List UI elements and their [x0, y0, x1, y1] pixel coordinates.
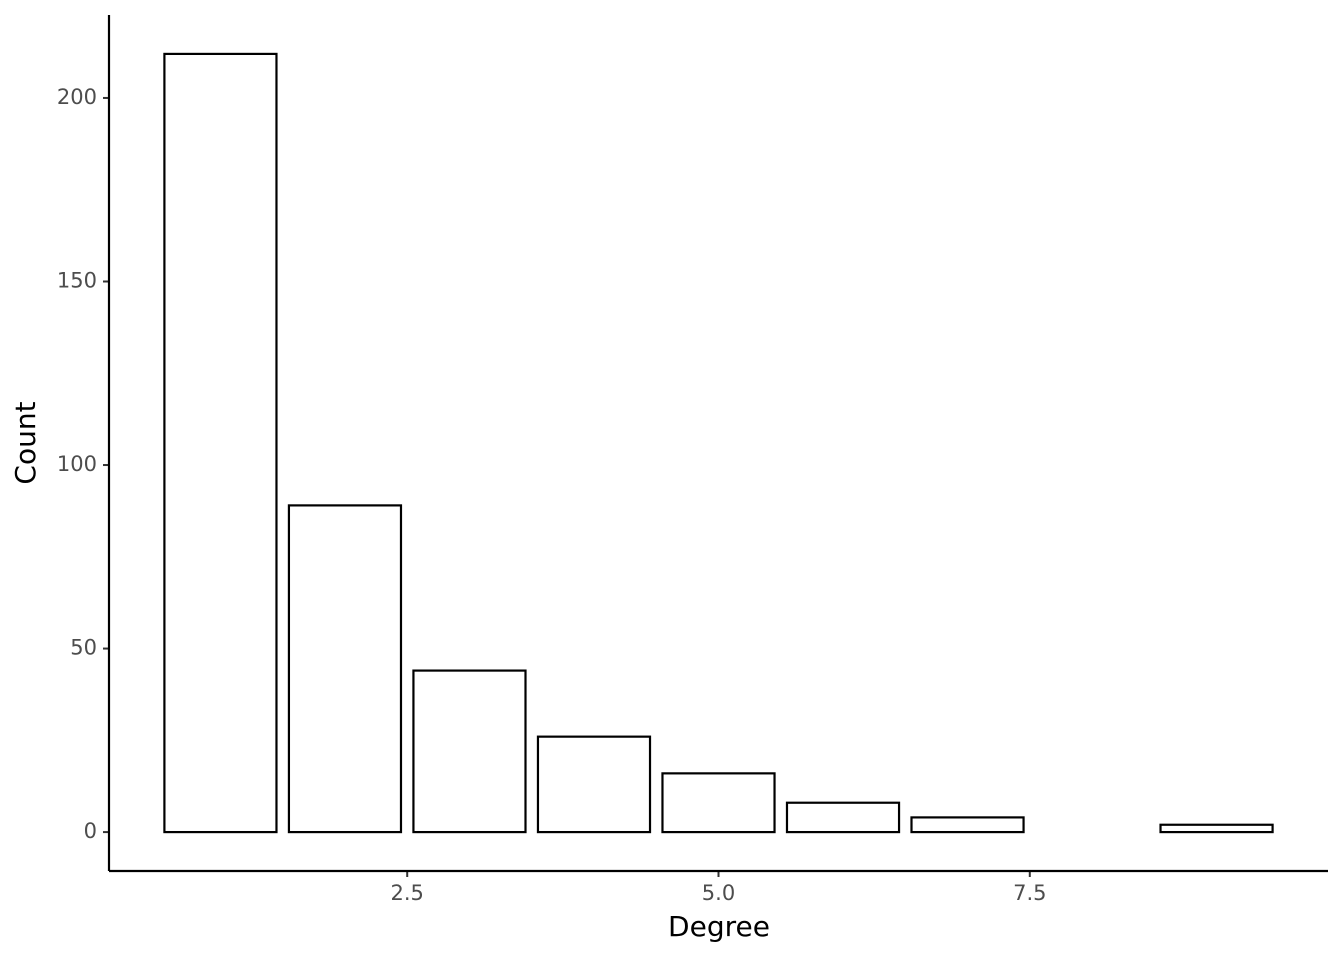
bar	[536, 735, 652, 834]
y-tick-label: 100	[57, 452, 97, 476]
y-tick-label: 0	[84, 819, 97, 843]
x-tick-label: 7.5	[1013, 881, 1046, 905]
x-axis-title: Degree	[668, 910, 770, 943]
bar	[785, 801, 901, 834]
bar	[412, 669, 527, 834]
bar	[910, 816, 1025, 834]
bar	[287, 504, 403, 834]
y-tick-label: 150	[57, 268, 97, 292]
y-axis-title: Count	[9, 401, 42, 484]
bar	[163, 52, 278, 834]
y-tick-label: 200	[57, 85, 97, 109]
y-tick-label: 50	[70, 636, 97, 660]
bar	[1159, 823, 1274, 834]
bar	[661, 772, 776, 834]
x-tick-label: 5.0	[702, 881, 735, 905]
x-tick-label: 2.5	[391, 881, 424, 905]
